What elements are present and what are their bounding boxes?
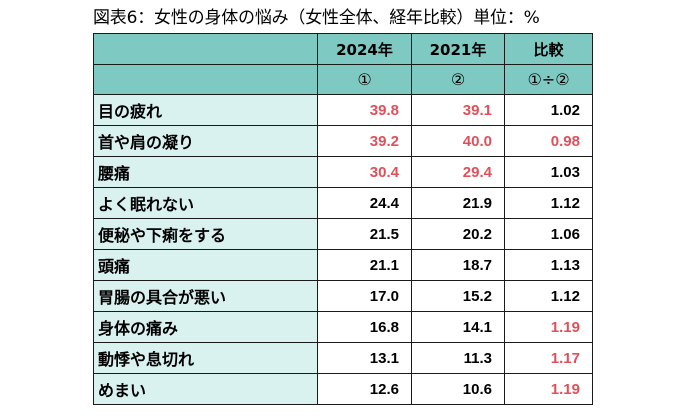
- value-2021: 40.0: [411, 125, 505, 157]
- value-ratio: 1.03: [504, 156, 593, 188]
- value-ratio: 1.06: [504, 218, 593, 250]
- row-label: めまい: [93, 373, 318, 405]
- header-2024: 2024年: [317, 33, 412, 65]
- table-row: 腰痛 30.4 29.4 1.03: [93, 156, 593, 188]
- row-label: よく眠れない: [93, 187, 318, 219]
- value-2024: 16.8: [317, 311, 412, 343]
- value-2021: 11.3: [411, 342, 505, 374]
- subheader-2024: ①: [317, 64, 412, 95]
- value-2021: 15.2: [411, 280, 505, 312]
- header-row: 2024年 2021年 比較: [93, 33, 593, 65]
- row-label: 動悸や息切れ: [93, 342, 318, 374]
- value-2024: 30.4: [317, 156, 412, 188]
- table-row: 胃腸の具合が悪い 17.0 15.2 1.12: [93, 280, 593, 312]
- value-ratio: 1.12: [504, 187, 593, 219]
- value-2024: 12.6: [317, 373, 412, 405]
- value-2024: 17.0: [317, 280, 412, 312]
- subheader-2021: ②: [411, 64, 505, 95]
- value-2021: 21.9: [411, 187, 505, 219]
- row-label: 胃腸の具合が悪い: [93, 280, 318, 312]
- row-label: 首や肩の凝り: [93, 125, 318, 157]
- value-2024: 39.2: [317, 125, 412, 157]
- subheader-ratio: ①÷②: [504, 64, 593, 95]
- header-2021: 2021年: [411, 33, 505, 65]
- table-title: 図表6：女性の身体の悩み（女性全体、経年比較）単位：%: [93, 8, 540, 28]
- value-2021: 29.4: [411, 156, 505, 188]
- value-2024: 24.4: [317, 187, 412, 219]
- table-row: 頭痛 21.1 18.7 1.13: [93, 249, 593, 281]
- subheader-row: ① ② ①÷②: [93, 64, 593, 95]
- value-2024: 21.5: [317, 218, 412, 250]
- row-label: 身体の痛み: [93, 311, 318, 343]
- header-ratio: 比較: [504, 33, 593, 65]
- header-corner-cell: [93, 33, 318, 65]
- value-ratio: 1.02: [504, 94, 593, 126]
- table-row: よく眠れない 24.4 21.9 1.12: [93, 187, 593, 219]
- row-label: 頭痛: [93, 249, 318, 281]
- row-label: 便秘や下痢をする: [93, 218, 318, 250]
- subheader-corner-cell: [93, 64, 318, 95]
- table-row: 身体の痛み 16.8 14.1 1.19: [93, 311, 593, 343]
- row-label: 目の疲れ: [93, 94, 318, 126]
- data-table: 2024年 2021年 比較 ① ② ①÷② 目の疲れ 39.8 39.1 1.02 首…: [93, 33, 593, 405]
- table-row: 首や肩の凝り 39.2 40.0 0.98: [93, 125, 593, 157]
- value-ratio: 1.12: [504, 280, 593, 312]
- value-2021: 10.6: [411, 373, 505, 405]
- table-row: 目の疲れ 39.8 39.1 1.02: [93, 94, 593, 126]
- value-ratio: 1.17: [504, 342, 593, 374]
- value-2024: 13.1: [317, 342, 412, 374]
- value-ratio: 1.19: [504, 373, 593, 405]
- value-2021: 39.1: [411, 94, 505, 126]
- value-2021: 14.1: [411, 311, 505, 343]
- value-2021: 20.2: [411, 218, 505, 250]
- table-row: 動悸や息切れ 13.1 11.3 1.17: [93, 342, 593, 374]
- value-2021: 18.7: [411, 249, 505, 281]
- value-ratio: 1.13: [504, 249, 593, 281]
- value-2024: 21.1: [317, 249, 412, 281]
- value-ratio: 1.19: [504, 311, 593, 343]
- table-row: 便秘や下痢をする 21.5 20.2 1.06: [93, 218, 593, 250]
- row-label: 腰痛: [93, 156, 318, 188]
- table-row: めまい 12.6 10.6 1.19: [93, 373, 593, 405]
- value-2024: 39.8: [317, 94, 412, 126]
- value-ratio: 0.98: [504, 125, 593, 157]
